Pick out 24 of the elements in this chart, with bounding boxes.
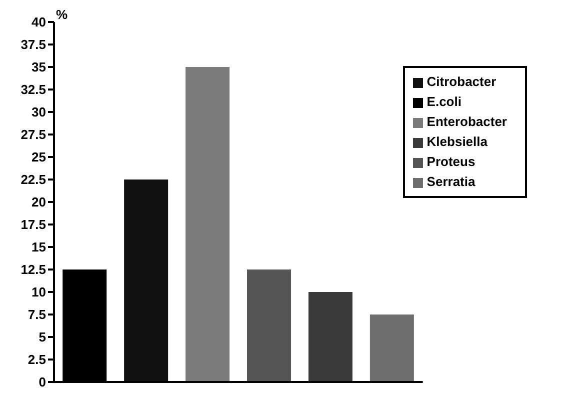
- y-tick-label: 17.5: [20, 217, 46, 232]
- y-tick-label: 37.5: [20, 37, 46, 52]
- y-tick-label: 15: [32, 240, 46, 255]
- y-tick-label: 40: [32, 14, 46, 30]
- y-tick-label: 0: [38, 374, 46, 390]
- y-tick-label: 32.5: [20, 82, 46, 98]
- y-tick-label: 27.5: [20, 127, 46, 142]
- y-tick-label: 7.5: [28, 307, 46, 322]
- y-tick-label: 2.5: [28, 352, 46, 368]
- y-tick-label: 12.5: [20, 262, 46, 278]
- y-tick-label: 25: [32, 150, 46, 165]
- legend-label: Serratia: [426, 174, 476, 189]
- legend-label: E.coli: [426, 94, 462, 109]
- y-tick-label: 30: [32, 104, 46, 120]
- legend-label: Citrobacter: [426, 74, 496, 89]
- legend-label: Enterobacter: [426, 114, 507, 129]
- y-tick-label: 5: [38, 330, 46, 345]
- y-tick-label: 35: [32, 60, 46, 75]
- legend-label: Proteus: [426, 154, 476, 169]
- y-axis-title: %: [56, 7, 68, 22]
- y-tick-label: 10: [32, 284, 46, 300]
- y-tick-label: 22.5: [20, 172, 46, 188]
- legend-label: Klebsiella: [426, 134, 488, 149]
- y-tick-label: 20: [32, 194, 46, 210]
